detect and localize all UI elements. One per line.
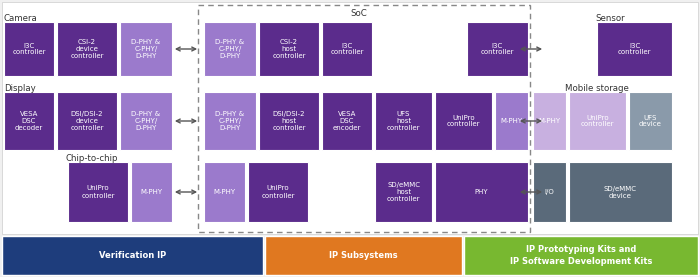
FancyBboxPatch shape [495,92,528,150]
Text: SD/eMMC
host
controller: SD/eMMC host controller [386,182,420,202]
FancyBboxPatch shape [57,92,117,150]
Text: I3C
controller: I3C controller [330,42,364,55]
FancyBboxPatch shape [569,92,626,150]
Text: M-PHY: M-PHY [141,189,162,195]
FancyBboxPatch shape [120,92,172,150]
Text: UniPro
controller: UniPro controller [447,114,480,127]
FancyBboxPatch shape [248,162,308,222]
Text: M-PHY: M-PHY [538,118,561,124]
Text: D-PHY &
C-PHY/
D-PHY: D-PHY & C-PHY/ D-PHY [216,111,244,131]
Text: VESA
DSC
encoder: VESA DSC encoder [332,111,361,131]
FancyBboxPatch shape [435,162,528,222]
FancyBboxPatch shape [57,22,117,76]
Text: SoC: SoC [350,9,367,18]
Text: PHY: PHY [475,189,489,195]
FancyBboxPatch shape [464,236,698,275]
FancyBboxPatch shape [259,92,319,150]
FancyBboxPatch shape [265,236,462,275]
Text: M-PHY: M-PHY [214,189,236,195]
Text: SD/eMMC
device: SD/eMMC device [604,186,637,199]
FancyBboxPatch shape [2,2,698,234]
Text: Mobile storage: Mobile storage [565,84,629,93]
Text: Chip-to-chip: Chip-to-chip [65,154,118,163]
Text: Camera: Camera [4,14,38,23]
Text: Verification IP: Verification IP [99,251,166,260]
Text: UniPro
controller: UniPro controller [81,186,115,199]
FancyBboxPatch shape [322,92,372,150]
Text: D-PHY &
C-PHY/
D-PHY: D-PHY & C-PHY/ D-PHY [216,39,244,59]
Text: DSI/DSI-2
device
controller: DSI/DSI-2 device controller [70,111,104,131]
Text: I3C
controller: I3C controller [481,42,514,55]
FancyBboxPatch shape [4,92,54,150]
Text: UFS
host
controller: UFS host controller [386,111,420,131]
FancyBboxPatch shape [375,162,432,222]
FancyBboxPatch shape [533,92,566,150]
FancyBboxPatch shape [131,162,172,222]
FancyBboxPatch shape [435,92,492,150]
Text: DSI/DSI-2
host
controller: DSI/DSI-2 host controller [272,111,306,131]
FancyBboxPatch shape [204,162,245,222]
FancyBboxPatch shape [68,162,128,222]
FancyBboxPatch shape [322,22,372,76]
Text: IP Prototyping Kits and
IP Software Development Kits: IP Prototyping Kits and IP Software Deve… [510,245,652,266]
FancyBboxPatch shape [597,22,672,76]
FancyBboxPatch shape [259,22,319,76]
FancyBboxPatch shape [120,22,172,76]
FancyBboxPatch shape [4,22,54,76]
FancyBboxPatch shape [375,92,432,150]
Text: IP Subsystems: IP Subsystems [329,251,398,260]
FancyBboxPatch shape [629,92,672,150]
Text: I/O: I/O [545,189,554,195]
FancyBboxPatch shape [204,92,256,150]
FancyBboxPatch shape [533,162,566,222]
Text: CSI-2
host
controller: CSI-2 host controller [272,39,306,59]
Text: UniPro
controller: UniPro controller [261,186,295,199]
Text: UFS
device: UFS device [639,114,662,127]
FancyBboxPatch shape [569,162,672,222]
Text: CSI-2
device
controller: CSI-2 device controller [70,39,104,59]
Text: UniPro
controller: UniPro controller [581,114,615,127]
Text: Display: Display [4,84,36,93]
FancyBboxPatch shape [467,22,528,76]
Text: M-PHY: M-PHY [500,118,523,124]
Text: D-PHY &
C-PHY/
D-PHY: D-PHY & C-PHY/ D-PHY [132,39,160,59]
Text: I3C
controller: I3C controller [617,42,651,55]
Text: VESA
DSC
decoder: VESA DSC decoder [15,111,43,131]
Text: Sensor: Sensor [595,14,624,23]
FancyBboxPatch shape [204,22,256,76]
Text: D-PHY &
C-PHY/
D-PHY: D-PHY & C-PHY/ D-PHY [132,111,160,131]
Text: I3C
controller: I3C controller [13,42,46,55]
FancyBboxPatch shape [2,236,263,275]
